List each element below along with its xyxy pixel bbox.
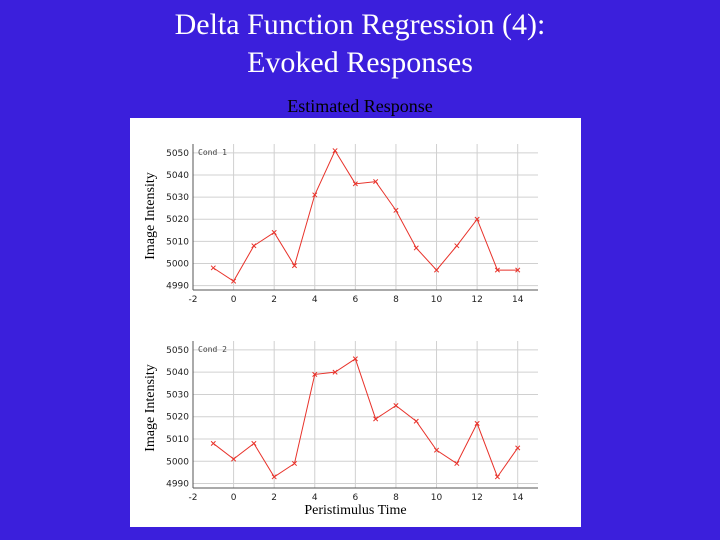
x-tick-label-cond-2: 6 — [352, 493, 358, 503]
data-point-cond-2 — [474, 420, 480, 426]
data-point-cond-2 — [454, 460, 460, 467]
y-axis-label-cond-1: Image Intensity — [143, 172, 158, 260]
data-point-cond-1 — [210, 265, 216, 271]
data-point-cond-1 — [373, 179, 379, 185]
y-tick-label-cond-1: 4990 — [166, 282, 189, 292]
data-point-cond-2 — [332, 369, 338, 375]
y-tick-label-cond-2: 5010 — [166, 435, 189, 445]
x-tick-label-cond-1: 6 — [352, 295, 358, 305]
y-tick-label-cond-2: 5040 — [166, 368, 189, 378]
data-point-cond-1 — [494, 267, 500, 273]
x-tick-label-cond-2: -2 — [189, 493, 198, 503]
data-point-cond-2 — [271, 474, 277, 480]
slide-title: Delta Function Regression (4): Evoked Re… — [0, 6, 720, 82]
x-tick-label-cond-1: 10 — [431, 295, 443, 305]
x-tick-label-cond-1: 12 — [471, 295, 482, 305]
data-point-cond-1 — [332, 148, 338, 154]
data-point-cond-1 — [312, 192, 318, 198]
y-tick-label-cond-1: 5050 — [166, 149, 189, 159]
series-line-cond-1 — [213, 149, 518, 282]
data-point-cond-1 — [231, 278, 237, 284]
y-tick-label-cond-2: 5030 — [166, 390, 189, 400]
y-tick-label-cond-2: 5000 — [166, 457, 189, 467]
data-point-cond-2 — [373, 416, 379, 422]
x-tick-label-cond-1: 14 — [512, 295, 524, 305]
y-tick-label-cond-1: 5000 — [166, 259, 189, 269]
x-tick-label-cond-2: 8 — [393, 493, 399, 503]
slide-title-line-2: Evoked Responses — [247, 46, 473, 79]
data-point-cond-1 — [393, 207, 399, 213]
data-point-cond-1 — [433, 267, 440, 273]
series-line-cond-2 — [212, 358, 519, 478]
data-point-cond-2 — [515, 445, 521, 451]
chart-subtitle: Estimated Response — [287, 96, 433, 116]
chart-figure: -2 0 2 4 6 8 10 12 14 4990 5000 5010 5020 5030 5040 505… — [130, 118, 581, 527]
data-point-cond-2 — [352, 356, 358, 362]
x-tick-label-cond-1: 8 — [393, 295, 399, 305]
data-point-cond-1 — [251, 243, 257, 249]
y-tick-label-cond-1: 5020 — [166, 215, 189, 225]
x-tick-label-cond-2: 2 — [271, 493, 277, 503]
data-point-cond-1 — [474, 216, 480, 222]
data-point-cond-2 — [393, 403, 399, 409]
y-tick-label-cond-1: 5010 — [166, 237, 189, 247]
x-tick-label-cond-2: 14 — [512, 493, 524, 503]
x-tick-label-cond-1: 4 — [312, 295, 318, 305]
x-tick-label-cond-2: 12 — [471, 493, 482, 503]
x-tick-label-cond-2: 10 — [431, 493, 443, 503]
slide-title-line-1: Delta Function Regression (4): — [174, 8, 546, 41]
x-tick-label-cond-2: 0 — [231, 493, 237, 503]
y-tick-label-cond-1: 5040 — [166, 171, 189, 181]
x-tick-label-cond-2: 4 — [312, 493, 318, 503]
data-point-cond-2 — [494, 474, 500, 480]
y-tick-label-cond-1: 5030 — [166, 193, 189, 203]
data-point-cond-1 — [352, 181, 358, 187]
x-tick-label-cond-1: -2 — [189, 295, 198, 305]
data-point-cond-2 — [251, 440, 257, 447]
x-tick-label-cond-1: 0 — [231, 295, 237, 305]
panel-label-cond-2: Cond 2 — [198, 345, 227, 354]
data-point-cond-1 — [515, 267, 521, 273]
y-axis-label-cond-2: Image Intensity — [143, 364, 158, 452]
y-tick-label-cond-2: 4990 — [166, 480, 189, 490]
data-point-cond-2 — [433, 447, 440, 453]
data-point-cond-2 — [231, 456, 237, 462]
panel-label-cond-1: Cond 1 — [198, 148, 227, 157]
data-point-cond-1 — [454, 243, 460, 249]
x-tick-label-cond-1: 2 — [271, 295, 277, 305]
data-point-cond-2 — [291, 460, 298, 467]
data-point-cond-2 — [312, 371, 318, 377]
chart-svg: -2 0 2 4 6 8 10 12 14 4990 5000 5010 5020 5030 5040 505… — [166, 144, 538, 503]
data-point-cond-1 — [291, 263, 298, 269]
data-point-cond-1 — [271, 229, 277, 236]
data-point-cond-2 — [210, 440, 216, 447]
y-tick-label-cond-2: 5050 — [166, 346, 189, 356]
data-point-cond-2 — [413, 418, 419, 424]
y-tick-label-cond-2: 5020 — [166, 413, 189, 423]
data-point-cond-1 — [413, 245, 419, 251]
x-axis-label: Peristimulus Time — [304, 503, 407, 518]
